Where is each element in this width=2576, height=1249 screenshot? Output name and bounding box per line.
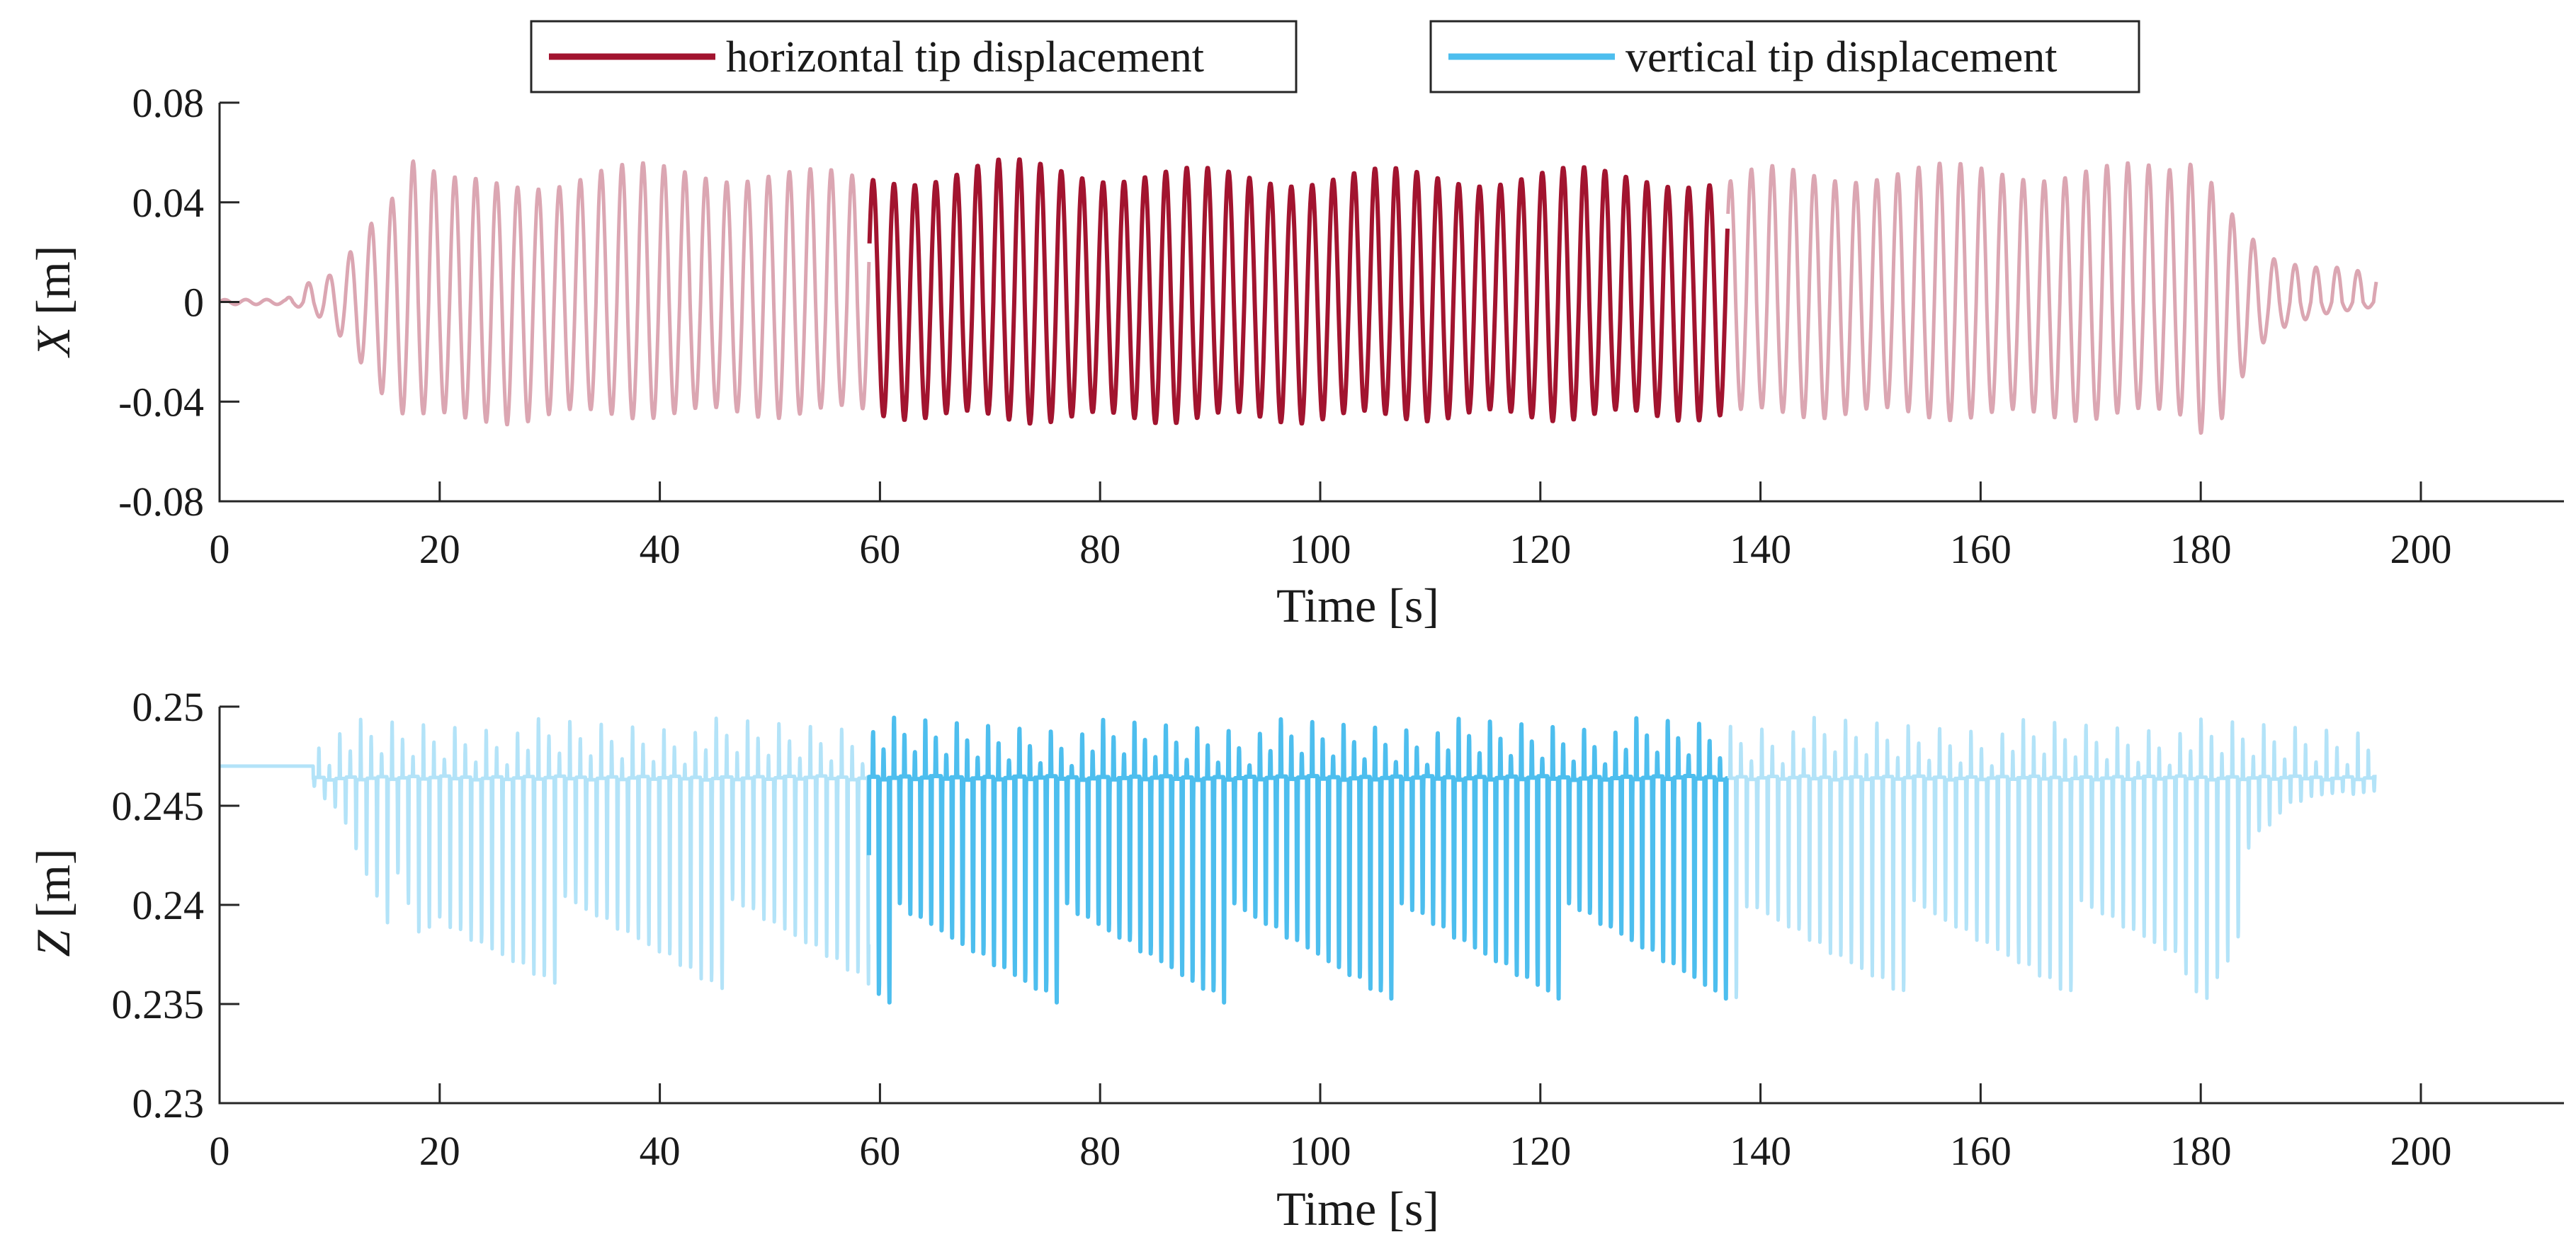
series-line-faded-post (1726, 161, 2378, 435)
top-plot-axes: 0 20 40 60 80 100 120 140 160 180 200 -0.08 -0.04 0 0.… (118, 80, 2564, 572)
y-tick-label: 0.23 (132, 1080, 205, 1127)
series-line-faded-post (1726, 716, 2378, 1000)
x-tick-label: 60 (859, 1128, 900, 1174)
top-plot-marks (218, 157, 2378, 435)
y-tick-label: 0.24 (132, 882, 205, 928)
x-tick-label: 200 (2390, 1128, 2451, 1174)
legend-label-horizontal: horizontal tip displacement (726, 33, 1204, 81)
top-plot-ylabel: X [m] (26, 246, 80, 359)
x-tick-label: 80 (1079, 1128, 1120, 1174)
top-plot-panel: 0 20 40 60 80 100 120 140 160 180 200 -0.08 -0.04 0 0.… (26, 80, 2564, 632)
legend-label-vertical: vertical tip displacement (1625, 33, 2057, 81)
x-tick-label: 20 (419, 1128, 460, 1174)
x-tick-label: 160 (1950, 526, 2012, 572)
series-line-faded-pre (218, 159, 871, 427)
series-line-highlight (867, 157, 1730, 426)
legend: horizontal tip displacement vertical tip… (530, 20, 2140, 93)
top-plot-xlabel: Time [s] (1276, 578, 1439, 632)
y-tick-label: 0.25 (132, 684, 205, 730)
x-tick-label: 0 (210, 1128, 230, 1174)
x-tick-label: 80 (1079, 526, 1120, 572)
y-tick-label: -0.04 (118, 379, 204, 425)
x-tick-label: 120 (1509, 526, 1571, 572)
bottom-plot-ylabel: Z [m] (26, 848, 80, 957)
bottom-plot-xlabel: Time [s] (1276, 1182, 1439, 1236)
x-tick-label: 0 (210, 526, 230, 572)
x-tick-label: 180 (2170, 526, 2232, 572)
series-line-highlight (866, 715, 1730, 1005)
x-tick-label: 140 (1730, 526, 1791, 572)
x-tick-label: 100 (1289, 1128, 1351, 1174)
x-tick-label: 140 (1730, 1128, 1791, 1174)
series-line-faded-pre (217, 717, 870, 991)
x-tick-label: 20 (419, 526, 460, 572)
x-tick-label: 180 (2170, 1128, 2232, 1174)
x-tick-label: 40 (640, 526, 681, 572)
y-tick-label: 0.235 (112, 981, 205, 1027)
bottom-plot-axes: 0 20 40 60 80 100 120 140 160 180 200 0.23 0.235 0.24… (112, 684, 2564, 1174)
x-tick-label: 120 (1509, 1128, 1571, 1174)
y-tick-label: 0.04 (132, 180, 205, 226)
x-tick-label: 200 (2390, 526, 2451, 572)
y-tick-label: 0.245 (112, 783, 205, 829)
x-tick-label: 100 (1289, 526, 1351, 572)
y-tick-label: -0.08 (118, 479, 204, 525)
x-tick-label: 160 (1950, 1128, 2012, 1174)
x-tick-label: 40 (640, 1128, 681, 1174)
y-tick-label: 0 (183, 280, 204, 326)
bottom-plot-panel: 0 20 40 60 80 100 120 140 160 180 200 0.23 0.235 0.24… (26, 684, 2564, 1236)
bottom-plot-marks (217, 715, 2378, 1005)
x-tick-label: 60 (859, 526, 900, 572)
y-tick-label: 0.08 (132, 80, 205, 126)
